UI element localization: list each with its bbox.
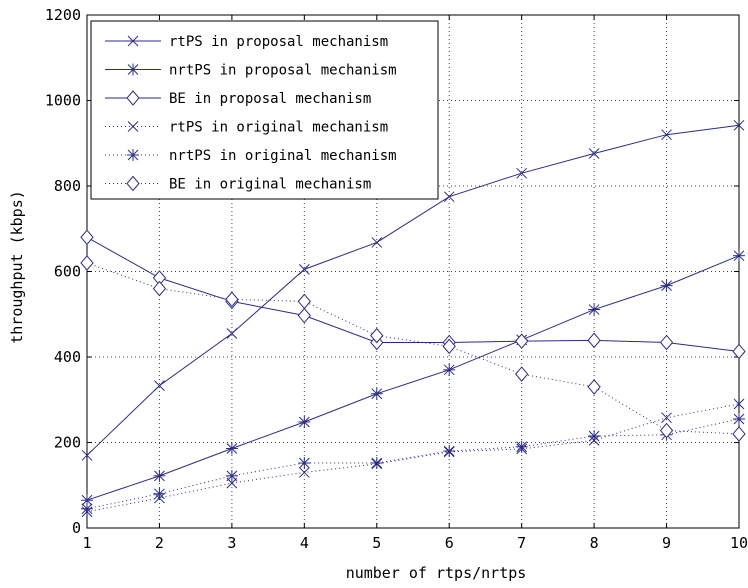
- legend-marker: [126, 175, 140, 192]
- data-point: [297, 293, 311, 310]
- x-tick-label: 8: [590, 534, 599, 552]
- data-point: [297, 307, 311, 324]
- legend-entry: nrtPS in original mechanism: [105, 148, 397, 164]
- legend-label: rtPS in original mechanism: [169, 120, 388, 136]
- data-point: [81, 502, 93, 515]
- data-point: [442, 338, 456, 355]
- series-6: [80, 255, 746, 442]
- data-point: [443, 363, 456, 376]
- data-point: [515, 333, 529, 349]
- legend-label: nrtPS in proposal mechanism: [169, 63, 397, 79]
- data-point: [588, 430, 601, 443]
- legend-label: BE in proposal mechanism: [169, 91, 371, 107]
- data-point: [298, 457, 311, 470]
- legend-entry: BE in original mechanism: [105, 175, 371, 193]
- data-point: [225, 442, 238, 455]
- data-point: [443, 445, 456, 458]
- axes: 1 2 3 4 5 6 7 8 9 10 0 200 400 600 800 1000 1200: [45, 6, 748, 552]
- x-axis-label: number of rtps/nrtps: [346, 564, 527, 582]
- data-point: [659, 334, 674, 351]
- legend-box: [90, 20, 439, 200]
- data-point: [661, 129, 672, 141]
- x-tick-label: 1: [82, 534, 91, 552]
- y-tick-label: 1200: [45, 6, 81, 24]
- y-axis-label: throughput (kbps): [8, 190, 26, 344]
- data-point: [732, 426, 746, 442]
- legend-entry: BE in proposal mechanism: [105, 90, 371, 107]
- x-tick-label: 3: [227, 534, 236, 552]
- data-point: [225, 469, 238, 482]
- data-point: [152, 280, 167, 297]
- data-point: [733, 249, 745, 262]
- x-tick-label: 7: [517, 534, 526, 552]
- data-point: [588, 148, 600, 159]
- y-tick-label: 400: [54, 348, 81, 366]
- series-1: [81, 119, 745, 461]
- legend-marker: [127, 63, 139, 76]
- data-point: [733, 398, 745, 410]
- data-point: [587, 379, 601, 395]
- data-point: [515, 440, 528, 453]
- x-tick-label: 6: [445, 534, 454, 552]
- x-tick-label: 4: [300, 534, 309, 552]
- legend-entry: rtPS in proposal mechanism: [105, 34, 388, 50]
- data-point: [298, 415, 311, 428]
- data-point: [80, 229, 94, 246]
- data-point: [516, 167, 528, 179]
- data-point: [733, 412, 745, 425]
- data-point: [370, 457, 383, 470]
- data-point: [443, 191, 455, 203]
- series-layer: [80, 119, 746, 518]
- data-point: [153, 469, 166, 482]
- y-tick-label: 200: [54, 434, 81, 452]
- legend-label: BE in original mechanism: [169, 177, 371, 193]
- data-point: [515, 366, 529, 382]
- data-point: [659, 422, 674, 439]
- legend-marker: [127, 35, 139, 47]
- series-line: [86, 255, 740, 501]
- legend-marker: [127, 149, 139, 161]
- series-5: [81, 412, 745, 515]
- legend-label: rtPS in proposal mechanism: [169, 34, 388, 50]
- data-point: [370, 327, 384, 344]
- data-point: [153, 487, 166, 500]
- data-point: [661, 412, 672, 424]
- data-point: [588, 303, 601, 316]
- data-point: [298, 264, 310, 275]
- x-tick-label: 10: [730, 534, 748, 552]
- x-tick-label: 9: [662, 534, 671, 552]
- x-tick-label: 5: [372, 534, 381, 552]
- data-point: [226, 328, 238, 339]
- legend-label: nrtPS in original mechanism: [169, 148, 397, 164]
- data-point: [370, 387, 383, 400]
- y-tick-label: 1000: [45, 92, 81, 110]
- data-point: [225, 291, 239, 308]
- data-point: [733, 119, 745, 131]
- legend-marker: [126, 90, 140, 106]
- data-point: [732, 343, 746, 360]
- y-tick-label: 0: [72, 519, 81, 537]
- data-point: [80, 255, 94, 271]
- data-point: [371, 237, 383, 248]
- series-2: [81, 249, 745, 507]
- data-point: [298, 467, 310, 478]
- data-point: [154, 380, 165, 391]
- y-tick-label: 800: [54, 177, 81, 195]
- legend-marker: [127, 121, 139, 132]
- data-point: [81, 449, 93, 461]
- x-tick-label: 2: [155, 534, 164, 552]
- legend-entry: rtPS in original mechanism: [105, 120, 388, 136]
- data-point: [587, 332, 601, 349]
- series-line: [86, 124, 740, 456]
- y-tick-label: 600: [54, 263, 81, 281]
- legend: rtPS in proposal mechanism nrtPS in propo…: [90, 20, 439, 200]
- series-line: [86, 236, 740, 352]
- data-point: [660, 279, 673, 292]
- legend-entry: nrtPS in proposal mechanism: [105, 63, 397, 79]
